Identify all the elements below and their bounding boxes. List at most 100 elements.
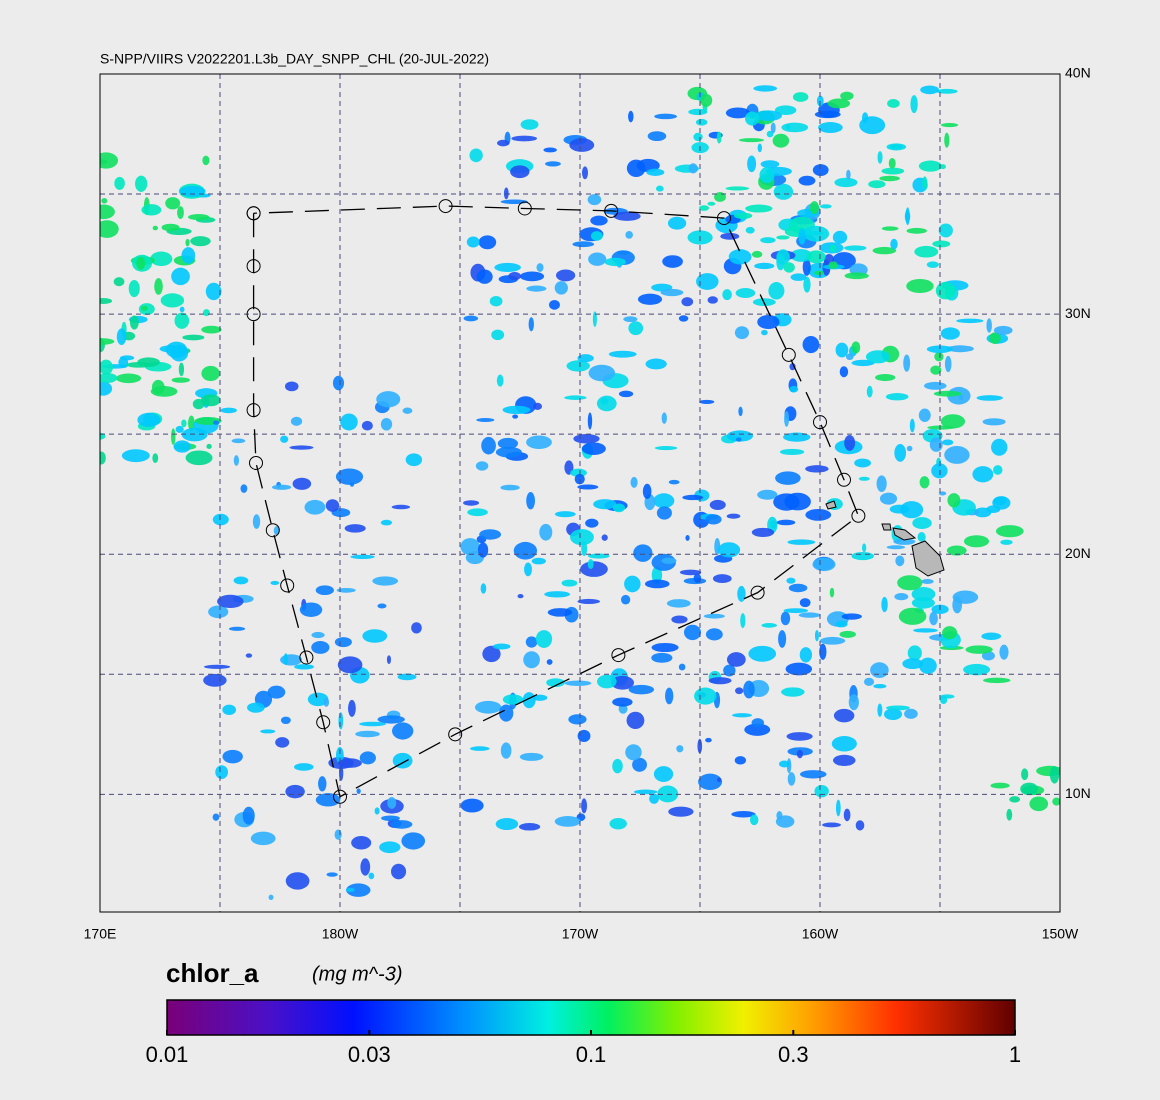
chlorophyll-patch — [580, 561, 608, 577]
chlorophyll-patch — [460, 538, 480, 556]
chlorophyll-patch — [873, 684, 887, 689]
chlorophyll-patch — [118, 357, 129, 368]
chlorophyll-patch — [894, 443, 907, 462]
chlorophyll-patch — [814, 784, 829, 798]
chlorophyll-patch — [202, 155, 210, 166]
chlorophyll-patch — [536, 263, 544, 272]
chlorophyll-patch — [982, 418, 1006, 426]
chlorophyll-patch — [290, 416, 303, 426]
chlorophyll-patch — [776, 235, 790, 240]
chlorophyll-patch — [390, 863, 407, 880]
chlorophyll-patch — [819, 643, 827, 660]
chlorophyll-patch — [205, 282, 222, 301]
chlorophyll-patch — [660, 288, 684, 297]
chlorophyll-patch — [381, 815, 400, 822]
chlorophyll-patch — [495, 446, 522, 458]
waypoint — [448, 727, 463, 742]
chlorophyll-patch — [651, 566, 663, 584]
chlorophyll-patch — [222, 749, 243, 764]
chlorophyll-patch — [240, 484, 248, 493]
chlorophyll-patch — [233, 455, 240, 466]
chlorophyll-patch — [863, 677, 875, 686]
chlorophyll-patch — [868, 180, 886, 189]
chlorophyll-patch — [929, 611, 938, 626]
chlorophyll-patch — [653, 766, 674, 782]
chlorophyll-patch — [608, 350, 637, 358]
chlorophyll-patch — [402, 407, 413, 414]
axis-labels: 170E 180W 170W 160W 150W 40N 30N 20N 10N — [84, 65, 1091, 942]
chlorophyll-patch — [870, 662, 889, 678]
chlorophyll-patch — [549, 299, 560, 310]
chlorophyll-patch — [766, 130, 774, 138]
chlorophyll-patch — [368, 872, 375, 880]
chlorophyll-patch — [592, 311, 597, 327]
chlorophyll-patch — [735, 687, 744, 695]
chlorophyll-patch — [748, 645, 777, 662]
chlorophyll-patch — [745, 204, 773, 213]
chlorophyll-patch — [912, 517, 932, 530]
chlorophyll-patch — [513, 541, 538, 560]
chlorophyll-patch — [705, 514, 722, 525]
chlorophyll-patch — [898, 607, 927, 625]
y-tick-label: 10N — [1065, 785, 1091, 801]
chlorophyll-patch — [494, 262, 521, 272]
chlorophyll-patch — [1049, 766, 1060, 784]
chlorophyll-patch — [666, 599, 691, 608]
chlorophyll-patch — [387, 797, 397, 809]
chlorophyll-patch — [577, 484, 599, 490]
chlorophyll-patch — [932, 240, 951, 248]
chlorophyll-patch — [202, 309, 210, 317]
chlorophyll-patch — [651, 652, 673, 663]
chlorophyll-patch — [1029, 796, 1049, 812]
chlorophyll-patch — [699, 399, 715, 404]
chlorophyll-patch — [159, 345, 184, 353]
chlorophyll-patch — [965, 645, 993, 654]
chlorophyll-patch — [476, 269, 493, 284]
chlorophyll-patch — [285, 872, 310, 890]
chlorophyll-patch — [181, 419, 187, 428]
x-tick-label: 170E — [84, 926, 117, 942]
chlorophyll-patch — [903, 354, 911, 372]
chlorophyll-patch — [682, 494, 704, 501]
chlorophyll-patch — [554, 511, 576, 518]
chlorophyll-patch — [360, 858, 371, 876]
chlorophyll-patch — [895, 555, 905, 567]
chlorophyll-patch — [469, 148, 483, 163]
chlorophyll-patch — [784, 411, 790, 427]
chlorophyll-patch — [788, 583, 808, 593]
chlorophyll-patch — [799, 770, 827, 779]
chlorophyll-patch — [545, 161, 561, 167]
chlorophyll-patch — [572, 241, 595, 248]
chlorophyll-patch — [391, 504, 411, 510]
chlorophyll-patch — [585, 518, 599, 528]
chlorophyll-patch — [735, 437, 742, 442]
chlorophyll-patch — [161, 223, 180, 232]
chlorophyll-patch — [165, 197, 181, 210]
chlorophyll-patch — [359, 721, 386, 727]
chlorophyll-patch — [707, 201, 716, 206]
chlorophyll-patch — [612, 503, 626, 513]
chlorophyll-patch — [535, 630, 553, 648]
chlorophyll-patch — [411, 622, 422, 634]
chlorophyll-patch — [926, 345, 953, 353]
chlorophyll-patch — [569, 138, 595, 152]
waypoint — [246, 206, 261, 221]
chlorophyll-patch — [855, 820, 865, 831]
waypoint — [299, 650, 314, 665]
chlorophyll-patch — [200, 394, 221, 407]
chlorophyll-patch — [405, 453, 423, 467]
chlorophyll-patch — [754, 110, 782, 122]
chlorophyll-patch — [667, 216, 687, 230]
chlorophyll-patch — [520, 119, 539, 130]
chlorophyll-patch — [351, 835, 372, 850]
chlorophyll-patch — [833, 708, 855, 723]
survey-track — [246, 199, 866, 804]
chlorophyll-patch — [744, 723, 771, 736]
chlorophyll-patch — [676, 745, 684, 753]
chlorophyll-patch — [630, 476, 638, 488]
chlorophyll-patch — [844, 434, 856, 451]
chlorophyll-patch — [653, 493, 675, 509]
chlorophyll-patch — [275, 737, 290, 748]
